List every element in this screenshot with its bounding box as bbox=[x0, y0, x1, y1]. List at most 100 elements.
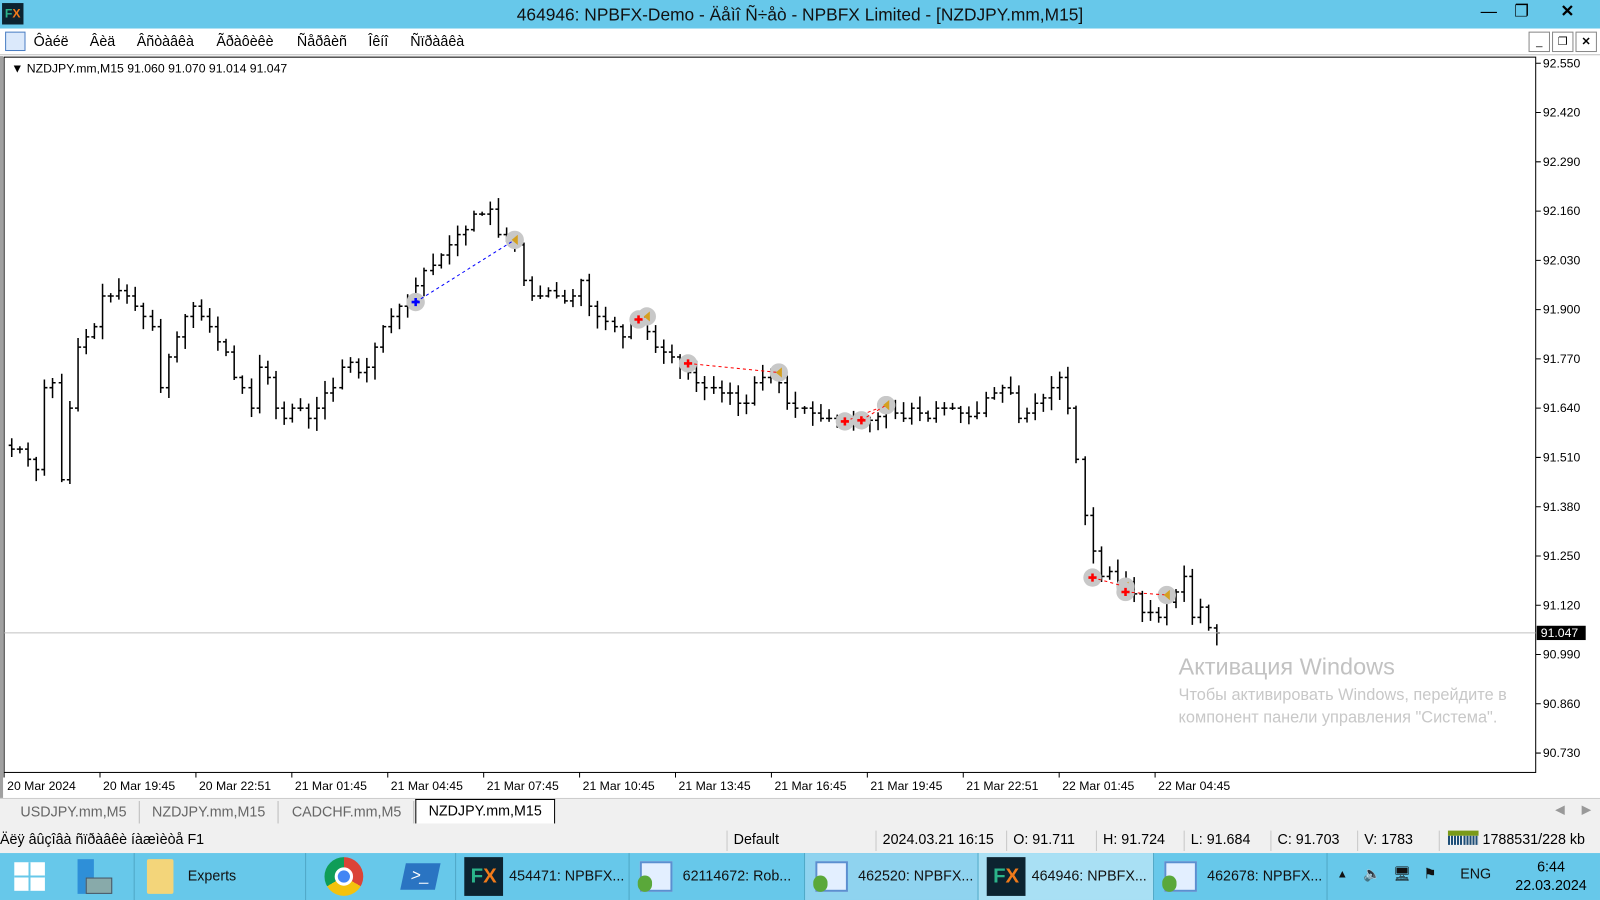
ohlc-bar bbox=[420, 267, 428, 297]
taskbar-powershell[interactable]: >_ bbox=[383, 853, 457, 900]
clock[interactable]: 6:44 22.03.2024 bbox=[1510, 857, 1592, 894]
ohlc-bar bbox=[933, 401, 940, 423]
buy-entry-arrow-icon bbox=[411, 297, 420, 307]
app-logo-icon: FX bbox=[2, 3, 24, 25]
sell-entry-arrow-icon bbox=[840, 417, 849, 426]
status-help: Äëÿ âûçîâà ñïðàâêè íàæìèòå F1 bbox=[0, 830, 205, 847]
tabs-scroll-left-icon[interactable]: ◀ bbox=[1555, 802, 1565, 817]
ohlc-bar bbox=[1147, 599, 1154, 621]
ohlc-bar bbox=[660, 339, 667, 364]
menu-help[interactable]: Ñïðàâêà bbox=[410, 32, 465, 49]
current-price-label: 91.047 bbox=[1541, 626, 1579, 640]
ohlc-bar bbox=[222, 338, 230, 357]
taskbar-terminal-62114672[interactable]: 62114672: Rob... bbox=[630, 853, 806, 900]
ohlc-bar bbox=[321, 380, 329, 420]
menu-file[interactable]: Ôàéë bbox=[33, 32, 69, 49]
tab-cadchf-m5[interactable]: CADCHF.mm,M5 bbox=[280, 801, 415, 824]
ohlc-bar bbox=[281, 401, 288, 425]
y-tick-label: 90.990 bbox=[1543, 648, 1581, 662]
network-icon[interactable]: 🖥 bbox=[1392, 865, 1411, 882]
tab-usdjpy-m5[interactable]: USDJPY.mm,M5 bbox=[8, 801, 140, 824]
x-tick-label: 22 Mar 01:45 bbox=[1062, 779, 1134, 793]
ohlc-bar bbox=[132, 286, 139, 311]
ohlc-bar bbox=[727, 382, 734, 405]
mt4-terminal-icon bbox=[813, 861, 848, 892]
ohlc-bar bbox=[594, 300, 601, 329]
ohlc-bar bbox=[1056, 371, 1063, 400]
menu-charts[interactable]: Ãðàôèêè bbox=[216, 32, 274, 49]
ohlc-bar bbox=[388, 308, 395, 334]
ohlc-bar bbox=[256, 354, 263, 414]
taskbar-terminal-462678[interactable]: 462678: NPBFX... bbox=[1154, 853, 1328, 900]
menu-window[interactable]: Îêíî bbox=[368, 32, 389, 49]
tab-nzdjpy-m15-active[interactable]: NZDJPY.mm,M15 bbox=[415, 798, 556, 824]
status-volume: V: 1783 bbox=[1357, 830, 1413, 852]
trade-close-marker-icon bbox=[643, 311, 650, 322]
ohlc-bar bbox=[91, 323, 98, 339]
menu-bar: Ôàéë Âèä Âñòàâêà Ãðàôèêè Ñåðâèñ Îêíî Ñïð… bbox=[0, 28, 1600, 56]
menu-view[interactable]: Âèä bbox=[89, 32, 116, 49]
taskbar-label: 464946: NPBFX... bbox=[1031, 867, 1147, 884]
taskbar-terminal-464946[interactable]: FX 464946: NPBFX... bbox=[978, 853, 1155, 900]
ohlc-bar bbox=[462, 225, 469, 246]
ohlc-bar bbox=[1090, 507, 1097, 564]
minimize-button[interactable]: — bbox=[1480, 3, 1497, 21]
ohlc-bar bbox=[1023, 407, 1031, 423]
menu-tools[interactable]: Ñåðâèñ bbox=[296, 32, 347, 49]
ohlc-bar bbox=[743, 394, 750, 415]
taskbar-server-manager[interactable] bbox=[61, 853, 135, 900]
ohlc-bar bbox=[668, 344, 675, 364]
powershell-icon: >_ bbox=[400, 863, 441, 890]
ohlc-bar bbox=[446, 235, 453, 265]
status-bar: Äëÿ âûçîâà ñïðàâêè íàæìèòå F1 Default 20… bbox=[0, 825, 1600, 853]
tray-expand-icon[interactable]: ▲ bbox=[1336, 868, 1348, 881]
taskbar-explorer-experts[interactable]: Experts bbox=[135, 853, 307, 900]
start-button[interactable] bbox=[0, 853, 61, 900]
mdi-minimize-button[interactable]: _ bbox=[1528, 31, 1550, 53]
ohlc-bar bbox=[735, 385, 742, 417]
window-title: 464946: NPBFX-Demo - Äåìî Ñ÷åò - NPBFX L… bbox=[516, 5, 1084, 25]
fx-terminal-icon: FX bbox=[464, 857, 504, 896]
taskbar-terminal-454471[interactable]: FX 454471: NPBFX... bbox=[456, 853, 630, 900]
chart-ohlc-info: NZDJPY.mm,M15 91.060 91.070 91.014 91.04… bbox=[26, 61, 288, 76]
ohlc-bar bbox=[1015, 385, 1022, 424]
trade-close-marker-icon bbox=[775, 367, 782, 378]
taskbar-label: Experts bbox=[187, 867, 237, 884]
tab-nzdjpy-m15[interactable]: NZDJPY.mm,M15 bbox=[140, 801, 279, 824]
ohlc-bar bbox=[206, 308, 213, 333]
taskbar-terminal-462520[interactable]: 462520: NPBFX... bbox=[805, 853, 979, 900]
x-tick-label: 20 Mar 19:45 bbox=[103, 779, 175, 793]
mdi-close-button[interactable]: ✕ bbox=[1575, 31, 1597, 53]
ohlc-bar bbox=[1139, 590, 1146, 623]
volume-muted-icon[interactable]: 🔈 bbox=[1363, 865, 1382, 882]
action-center-flag-icon[interactable]: ⚑ bbox=[1423, 865, 1437, 882]
ohlc-bar bbox=[916, 396, 923, 422]
chart-window-icon[interactable] bbox=[5, 31, 26, 52]
price-chart[interactable]: 92.550 92.420 92.290 92.160 92.030 91.900 91.7… bbox=[3, 56, 1600, 798]
language-indicator[interactable]: ENG bbox=[1460, 865, 1492, 882]
ohlc-bar bbox=[817, 404, 824, 422]
close-button[interactable]: ✕ bbox=[1560, 3, 1575, 21]
ohlc-bar bbox=[949, 402, 956, 410]
mdi-restore-button[interactable]: ❐ bbox=[1552, 31, 1574, 53]
ohlc-bar bbox=[182, 314, 189, 349]
chart-area[interactable]: 92.550 92.420 92.290 92.160 92.030 91.900 91.7… bbox=[0, 56, 1600, 798]
trade-line bbox=[1125, 591, 1167, 596]
status-time: 2024.03.21 16:15 bbox=[875, 830, 994, 852]
restore-button[interactable]: ❐ bbox=[1514, 3, 1529, 21]
trade-line bbox=[688, 362, 779, 374]
ohlc-bar bbox=[973, 401, 981, 420]
traffic-text: 1788531/228 kb bbox=[1482, 830, 1586, 847]
ohlc-bar bbox=[792, 391, 799, 418]
y-tick-label: 91.640 bbox=[1543, 401, 1581, 415]
tabs-scroll-right-icon[interactable]: ▶ bbox=[1581, 802, 1592, 817]
ohlc-bar bbox=[495, 198, 502, 238]
status-open: O: 91.711 bbox=[1006, 830, 1075, 852]
ohlc-bar bbox=[339, 359, 346, 390]
ohlc-bar bbox=[58, 373, 65, 483]
menu-insert[interactable]: Âñòàâêà bbox=[136, 32, 194, 49]
taskbar-chrome[interactable] bbox=[306, 853, 383, 900]
sell-entry-arrow-icon bbox=[1088, 573, 1097, 582]
y-tick-label: 90.860 bbox=[1543, 697, 1581, 711]
